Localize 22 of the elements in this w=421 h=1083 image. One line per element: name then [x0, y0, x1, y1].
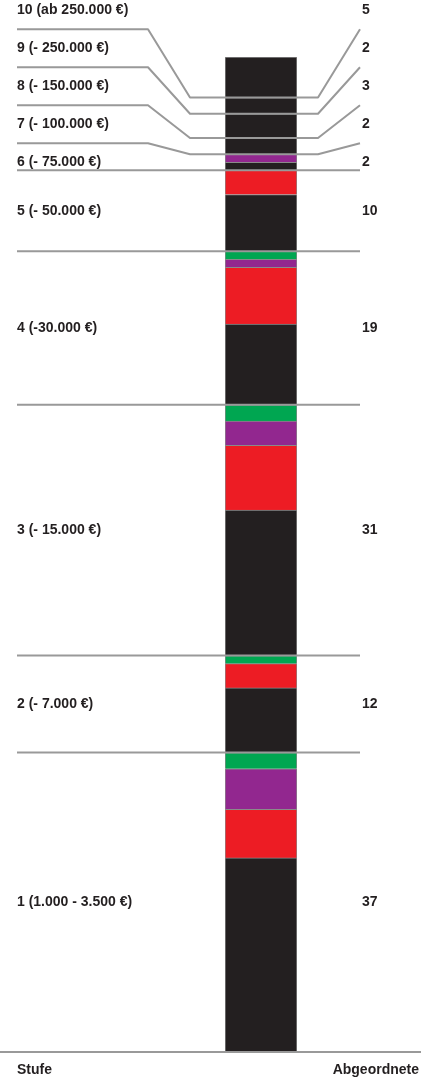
text: Stufe	[17, 1060, 53, 1077]
text: 7 (- 100.000 €)	[17, 115, 109, 132]
text: 3	[362, 77, 370, 94]
text: 5 (- 50.000 €)	[17, 201, 102, 218]
text: 10	[362, 201, 378, 218]
text: 10 (ab 250.000 €)	[17, 1, 129, 18]
text: 37	[362, 893, 378, 910]
text: 6 (- 75.000 €)	[17, 153, 102, 170]
text: 4 (-30.000 €)	[17, 318, 98, 335]
text: 1 (1.000 - 3.500 €)	[17, 893, 133, 910]
text: 31	[362, 521, 378, 538]
text: 5	[362, 1, 370, 18]
text: 8 (- 150.000 €)	[17, 77, 109, 94]
text: 2	[362, 39, 370, 56]
text: Abgeordnete	[332, 1060, 420, 1077]
text: 2	[362, 115, 370, 132]
text: 3 (- 15.000 €)	[17, 521, 102, 538]
text: 19	[362, 318, 378, 335]
text: 12	[362, 694, 378, 711]
text: 9 (- 250.000 €)	[17, 39, 109, 56]
text: 2	[362, 153, 370, 170]
text: 2 (- 7.000 €)	[17, 694, 94, 711]
